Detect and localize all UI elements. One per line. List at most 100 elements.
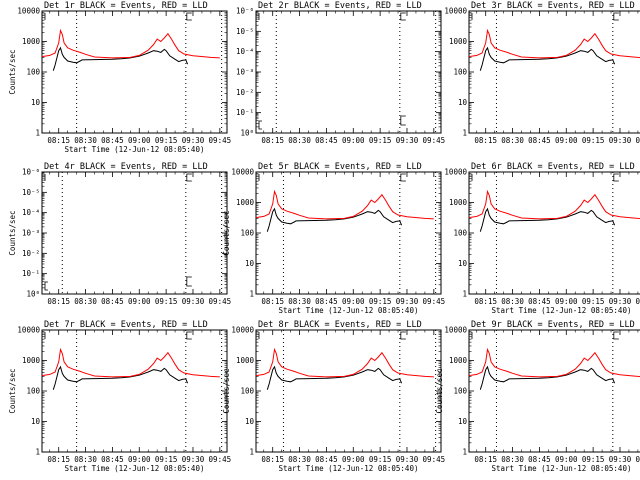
- y-tick-label: 1: [462, 448, 467, 457]
- x-axis-label: Start Time (12-Jun-12 08:05:40): [65, 464, 205, 473]
- series-line-events: [266, 365, 403, 390]
- y-tick-label: 10000: [17, 7, 40, 16]
- chart-title: Det 2r BLACK = Events, RED = LLD: [258, 1, 422, 11]
- x-tick-label: 09:15: [582, 455, 605, 464]
- bracket-marker: [400, 12, 406, 21]
- x-tick-label: 09:30: [396, 136, 419, 145]
- detector-panel-6: Det 6r BLACK = Events, RED = LLD 1 10 100 10…: [444, 162, 640, 315]
- y-tick-label: 1: [249, 290, 254, 299]
- x-tick-label: 08:30: [501, 297, 524, 306]
- detector-panel-1: Det 1r BLACK = Events, RED = LLD 1 10 100 10…: [8, 1, 231, 154]
- x-tick-label: 08:45: [315, 297, 338, 306]
- plot-frame: [41, 329, 228, 453]
- x-tick-label: 09:00: [128, 136, 151, 145]
- y-tick-label: 10⁻⁴: [236, 47, 254, 56]
- y-tick-label: 10: [245, 259, 255, 268]
- y-tick-label: 100: [240, 229, 254, 238]
- y-tick-label: 100: [26, 68, 40, 77]
- y-tick-label: 10⁻⁵: [236, 27, 254, 36]
- chart-title: Det 7r BLACK = Events, RED = LLD: [44, 320, 208, 330]
- y-tick-label: 1000: [236, 356, 255, 365]
- x-tick-label: 09:30: [396, 455, 419, 464]
- x-tick-label: 09:00: [555, 136, 578, 145]
- y-tick-label: 10: [458, 98, 468, 107]
- y-axis-label: Counts/sec: [222, 210, 231, 255]
- y-tick-label: 10000: [444, 7, 467, 16]
- series-line-events: [479, 46, 616, 71]
- y-tick-label: 10: [245, 417, 255, 426]
- x-tick-label: 08:30: [501, 455, 524, 464]
- y-tick-label: 10⁰: [240, 129, 254, 138]
- y-tick-label: 10: [31, 417, 41, 426]
- x-tick-label: 08:30: [74, 297, 97, 306]
- x-tick-label: 09:30: [609, 297, 632, 306]
- x-tick-label: 08:30: [288, 297, 311, 306]
- detector-panel-4: Det 4r BLACK = Events, RED = LLD 10⁰ 10⁻¹ 1…: [8, 162, 231, 306]
- x-tick-label: 08:15: [261, 455, 284, 464]
- y-tick-label: 100: [26, 387, 40, 396]
- chart-title: Det 9r BLACK = Events, RED = LLD: [471, 320, 635, 330]
- x-tick-label: 09:15: [155, 136, 178, 145]
- x-tick-label: 09:45: [209, 297, 232, 306]
- chart-title: Det 1r BLACK = Events, RED = LLD: [44, 1, 208, 11]
- y-tick-label: 10⁻¹: [22, 269, 40, 278]
- x-tick-label: 09:00: [128, 455, 151, 464]
- x-tick-label: 09:15: [582, 136, 605, 145]
- x-tick-label: 08:30: [288, 136, 311, 145]
- y-tick-label: 10000: [17, 326, 40, 335]
- bracket-marker: [186, 173, 192, 182]
- y-tick-label: 10000: [231, 168, 254, 177]
- y-tick-label: 100: [240, 387, 254, 396]
- x-tick-label: 08:15: [474, 297, 497, 306]
- series-line-events: [52, 46, 189, 71]
- x-tick-label: 09:15: [369, 136, 392, 145]
- y-tick-label: 10000: [444, 326, 467, 335]
- x-axis-label: Start Time (12-Jun-12 08:05:40): [492, 464, 632, 473]
- x-tick-label: 09:15: [582, 297, 605, 306]
- y-tick-label: 1000: [22, 37, 41, 46]
- x-tick-label: 08:30: [288, 455, 311, 464]
- y-tick-label: 10⁻⁵: [22, 188, 40, 197]
- x-axis-label: Start Time (12-Jun-12 08:05:40): [65, 145, 205, 154]
- series-line-lld: [468, 347, 640, 378]
- plot-frame: [41, 10, 228, 134]
- x-tick-label: 09:30: [609, 136, 632, 145]
- chart-title: Det 5r BLACK = Events, RED = LLD: [258, 162, 422, 172]
- x-tick-label: 08:45: [101, 136, 124, 145]
- x-tick-label: 09:00: [555, 455, 578, 464]
- y-tick-label: 10: [458, 259, 468, 268]
- x-tick-label: 08:15: [474, 136, 497, 145]
- x-tick-label: 08:45: [101, 455, 124, 464]
- series-line-lld: [255, 189, 434, 220]
- x-tick-label: 09:45: [423, 136, 446, 145]
- x-tick-label: 09:30: [182, 297, 205, 306]
- x-tick-label: 09:45: [636, 297, 640, 306]
- y-tick-label: 10⁻⁶: [236, 7, 254, 16]
- y-tick-label: 1: [462, 290, 467, 299]
- x-tick-label: 09:15: [155, 455, 178, 464]
- detector-panel-7: Det 7r BLACK = Events, RED = LLD 1 10 100 10…: [8, 320, 231, 473]
- x-tick-label: 08:15: [47, 297, 70, 306]
- y-axis-label: Counts/sec: [8, 368, 17, 413]
- x-tick-label: 08:30: [74, 455, 97, 464]
- x-tick-label: 08:45: [528, 136, 551, 145]
- x-tick-label: 08:45: [315, 136, 338, 145]
- plot-frame: [468, 10, 640, 134]
- x-tick-label: 08:30: [74, 136, 97, 145]
- x-tick-label: 09:45: [636, 136, 640, 145]
- y-tick-label: 10⁻²: [22, 249, 40, 258]
- y-tick-label: 100: [453, 229, 467, 238]
- y-tick-label: 10000: [231, 326, 254, 335]
- x-tick-label: 08:15: [261, 136, 284, 145]
- y-axis-label: Counts/sec: [435, 368, 444, 413]
- x-tick-label: 08:45: [101, 297, 124, 306]
- y-axis-label: Counts/sec: [222, 368, 231, 413]
- plot-frame: [468, 329, 640, 453]
- x-tick-label: 09:15: [155, 297, 178, 306]
- x-tick-label: 08:30: [501, 136, 524, 145]
- x-tick-label: 09:00: [342, 136, 365, 145]
- plot-frame: [255, 10, 442, 134]
- x-tick-label: 09:00: [342, 297, 365, 306]
- chart-title: Det 8r BLACK = Events, RED = LLD: [258, 320, 422, 330]
